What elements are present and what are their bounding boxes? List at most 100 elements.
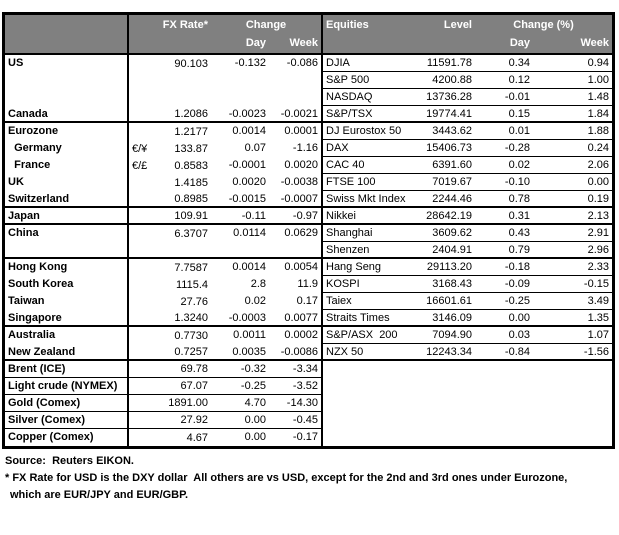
equity-day-cell: 0.15	[475, 106, 533, 123]
fx-label-cell: China	[5, 225, 129, 242]
fx-week-cell: -0.0021	[269, 106, 323, 123]
equity-week-cell	[533, 412, 612, 429]
header-level: Level	[413, 15, 475, 36]
equity-label-cell: CAC 40	[323, 157, 413, 174]
fx-day-cell: 0.02	[244, 295, 266, 307]
fx-week-cell: -0.97	[269, 208, 323, 225]
fx-day-cell: 0.0014	[232, 261, 266, 273]
fx-rate-value: 133.87	[174, 142, 208, 155]
equity-level-cell: 2244.46	[413, 191, 475, 208]
equity-day-cell: 0.78	[475, 191, 533, 208]
currency-pair-label: €/£	[132, 159, 148, 172]
fx-week-cell: 0.0629	[269, 225, 323, 242]
header-blank	[413, 36, 475, 55]
equity-level-cell: 4200.88	[413, 72, 475, 89]
equity-label-cell: S&P 500	[323, 72, 413, 89]
fx-label-cell: UK	[5, 174, 129, 191]
equity-week-cell	[533, 378, 612, 395]
fx-week-cell: 0.0077	[269, 310, 323, 327]
header-fx-day: Day	[211, 36, 269, 55]
fx-label-cell	[5, 72, 129, 89]
equity-level-cell: 12243.34	[413, 344, 475, 361]
footnotes: Source: Reuters EIKON. * FX Rate for USD…	[5, 453, 619, 504]
fx-rate-value: 1.4185	[174, 176, 208, 189]
fx-label-cell: Gold (Comex)	[5, 395, 129, 412]
fx-week-cell: 0.0020	[269, 157, 323, 174]
fx-rate-cell: 0.7257	[129, 344, 211, 361]
fx-week-cell: -0.0086	[269, 344, 323, 361]
fx-rate-cell: 0.8985	[129, 191, 211, 208]
fx-label-cell: Singapore	[5, 310, 129, 327]
equity-level-cell: 3609.62	[413, 225, 475, 242]
fx-week-cell: -0.0038	[269, 174, 323, 191]
fx-week-cell	[269, 89, 323, 106]
equity-week-cell	[533, 429, 612, 446]
equity-label-cell: S&P/TSX	[323, 106, 413, 123]
fx-day-cell: -0.11	[211, 208, 269, 225]
equity-day-cell: 0.01	[475, 123, 533, 140]
equity-week-cell: -1.56	[533, 344, 612, 361]
fx-rate-value: 0.7730	[174, 329, 208, 342]
fx-rate-value: 0.7257	[174, 345, 208, 358]
fx-day-cell: -0.0015	[211, 191, 269, 208]
fx-rate-cell: €/£ 0.8583	[129, 157, 211, 174]
equity-level-cell: 16601.61	[413, 293, 475, 310]
fx-label-cell: US	[5, 55, 129, 72]
equity-label-cell: NASDAQ	[323, 89, 413, 106]
equity-level-cell: 7094.90	[413, 327, 475, 344]
equity-label-cell	[323, 429, 413, 446]
equity-level-cell: 15406.73	[413, 140, 475, 157]
equity-label-cell: KOSPI	[323, 276, 413, 293]
fx-rate-cell: 27.92	[129, 412, 211, 429]
fx-rate-value: 67.07	[180, 380, 208, 392]
fx-day-cell: 0.00	[244, 431, 266, 443]
equity-label-cell	[323, 412, 413, 429]
fx-equities-table: FX Rate* Change Equities Level Change (%…	[2, 12, 615, 449]
equity-label-cell: DAX	[323, 140, 413, 157]
fx-rate-cell: 69.78	[129, 361, 211, 378]
equity-level-cell	[413, 378, 475, 395]
equity-week-cell: 1.88	[533, 123, 612, 140]
equity-level-cell: 19774.41	[413, 106, 475, 123]
equity-label-cell: Swiss Mkt Index	[323, 191, 413, 208]
header-change: Change	[211, 15, 323, 36]
header-eq-day: Day	[475, 36, 533, 55]
equity-label-cell: DJ Eurostox 50	[323, 123, 413, 140]
fx-rate-value: 0.8985	[174, 192, 208, 205]
fx-label-cell: Hong Kong	[5, 259, 129, 276]
fx-rate-value: 4.67	[186, 431, 208, 444]
fx-week-cell: -0.0007	[269, 191, 323, 208]
fx-day-cell: -0.25	[211, 378, 269, 395]
header-equities: Equities	[323, 15, 413, 36]
fx-rate-value: 6.3707	[174, 227, 208, 240]
equity-label-cell: DJIA	[323, 55, 413, 72]
equity-week-cell: 2.96	[533, 242, 612, 259]
fx-day-cell	[211, 242, 269, 259]
equity-week-cell: 0.19	[533, 191, 612, 208]
fx-rate-cell	[129, 72, 211, 89]
equity-day-cell: -0.84	[475, 344, 533, 361]
equity-day-cell: 0.00	[475, 310, 533, 327]
fx-label-cell: Light crude (NYMEX)	[5, 378, 129, 395]
equity-day-cell: 0.43	[475, 225, 533, 242]
equity-level-cell: 3443.62	[413, 123, 475, 140]
equity-week-cell: 1.35	[533, 310, 612, 327]
equity-day-cell	[475, 395, 533, 412]
fx-day-cell: -0.0003	[211, 310, 269, 327]
fx-rate-cell	[129, 242, 211, 259]
fx-label-cell: New Zealand	[5, 344, 129, 361]
header-blank	[5, 36, 129, 55]
equity-label-cell: Straits Times	[323, 310, 413, 327]
fx-rate-cell: €/¥ 133.87	[129, 140, 211, 157]
fx-rate-value: 90.103	[174, 57, 208, 70]
equity-level-cell: 2404.91	[413, 242, 475, 259]
equity-level-cell: 6391.60	[413, 157, 475, 174]
fx-week-cell: -14.30	[269, 395, 323, 412]
equity-week-cell: 1.07	[533, 327, 612, 344]
fx-day-cell: -0.132	[234, 57, 266, 69]
equity-level-cell: 29113.20	[413, 259, 475, 276]
equity-day-cell: 0.12	[475, 72, 533, 89]
fx-week-cell: -1.16	[269, 140, 323, 157]
fx-week-cell: -3.34	[269, 361, 323, 378]
fx-label-cell: Australia	[5, 327, 129, 344]
